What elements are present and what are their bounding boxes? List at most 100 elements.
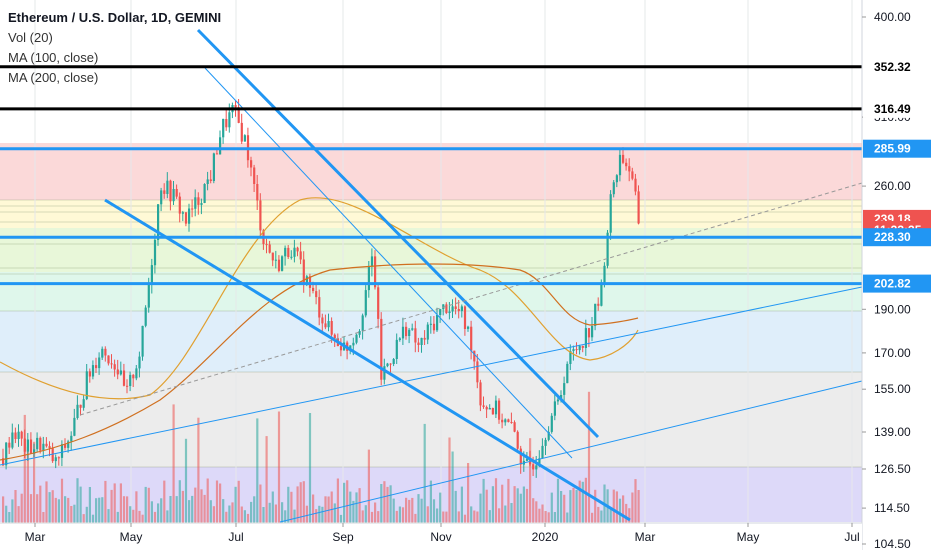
candle-body [175,189,178,197]
x-tick-label: 2020 [532,530,559,544]
volume-bar [2,496,5,523]
chart-title[interactable]: Ethereum / U.S. Dollar, 1D, GEMINI [8,10,222,25]
chart-legend: Ethereum / U.S. Dollar, 1D, GEMINI Vol (… [8,8,221,88]
volume-bar [584,477,587,523]
dashed-projection-line [79,182,863,416]
volume-bar [439,492,442,523]
volume-bar [318,505,321,523]
volume-bar [281,502,284,523]
volume-bar [274,504,277,523]
volume-bar [113,483,116,523]
candle-body [479,382,482,406]
level-label-box-6 [863,274,931,293]
candle-body [318,297,321,318]
candle-body [460,306,463,312]
volume-bar [240,506,243,523]
volume-bar [48,492,51,523]
volume-bar [507,478,510,523]
volume-bar [529,438,532,523]
volume-bar [262,507,265,523]
candle-body [265,244,268,246]
volume-bar [228,505,231,523]
candle-body [163,190,166,194]
candle-body [485,407,488,410]
candle-body [228,112,231,128]
volume-bar [203,494,206,523]
volume-bar [57,499,60,523]
volume-bar [70,506,73,523]
candle-body [625,162,628,167]
volume-bar [33,441,36,523]
indicator-ma-200[interactable]: MA (200, close) [8,70,99,85]
volume-bar [615,491,618,523]
volume-bar [122,496,126,523]
candle-body [572,349,575,351]
volume-bar [132,509,135,523]
candle-body [209,179,212,181]
candle-body [420,337,423,345]
volume-bar [513,486,516,523]
y-tick-label: 260.00 [874,179,911,193]
volume-bar [85,506,88,523]
wedge-lower-trendline [104,198,631,522]
volume-bar [563,494,566,523]
volume-bar [426,506,429,523]
volume-bar [333,503,336,523]
candle-body [57,457,60,459]
candle-body [11,432,14,448]
candle-body [82,399,85,408]
volume-bar [76,478,79,523]
date-axis-bg [0,523,862,550]
candles [2,99,640,478]
fib-band-3 [0,272,862,311]
volume-bar [591,512,594,523]
candle-body [14,432,17,439]
volume-bar [488,510,491,523]
candle-body [550,415,553,432]
volume-bar [389,485,392,523]
volume-bar [553,512,556,523]
candle-body [476,361,479,383]
candle-body [615,175,618,183]
volume-bar [101,497,104,523]
volume-bar [51,490,54,523]
volume-bar [395,510,398,523]
volume-bar [609,508,612,523]
volume-bar [36,494,39,523]
level-label-5: 228.30 [874,230,911,244]
volume-bar [200,489,203,523]
y-tick-label: 170.00 [874,346,911,360]
candle-body [597,303,600,306]
volume-bar [45,481,48,523]
volume-bar [339,514,343,523]
candle-body [48,446,51,449]
rising-trendline-2 [279,380,863,523]
candle-body [2,458,5,466]
candle-body [299,251,302,260]
volume-bar [20,493,23,523]
volume-bars [2,391,640,523]
volume-bar [104,480,107,523]
volume-bar [355,492,358,523]
volume-bar [296,486,299,523]
volume-bar [23,414,26,523]
volume-bar [414,513,417,523]
volume-bar [17,506,20,523]
volume-bar [349,491,352,523]
candle-body [405,326,408,337]
volume-bar [8,512,11,523]
candle-body [587,328,591,338]
indicator-volume[interactable]: Vol (20) [8,30,53,45]
candle-body [374,256,377,288]
wedge-upper-trendline [196,28,600,439]
volume-bar [569,490,572,523]
candle-body [268,244,271,253]
volume-bar [287,486,290,523]
indicator-ma-100[interactable]: MA (100, close) [8,50,99,65]
candle-body [277,259,281,271]
y-tick-label: 190.00 [874,302,911,316]
volume-bar [498,508,501,523]
volume-bar [67,497,70,523]
